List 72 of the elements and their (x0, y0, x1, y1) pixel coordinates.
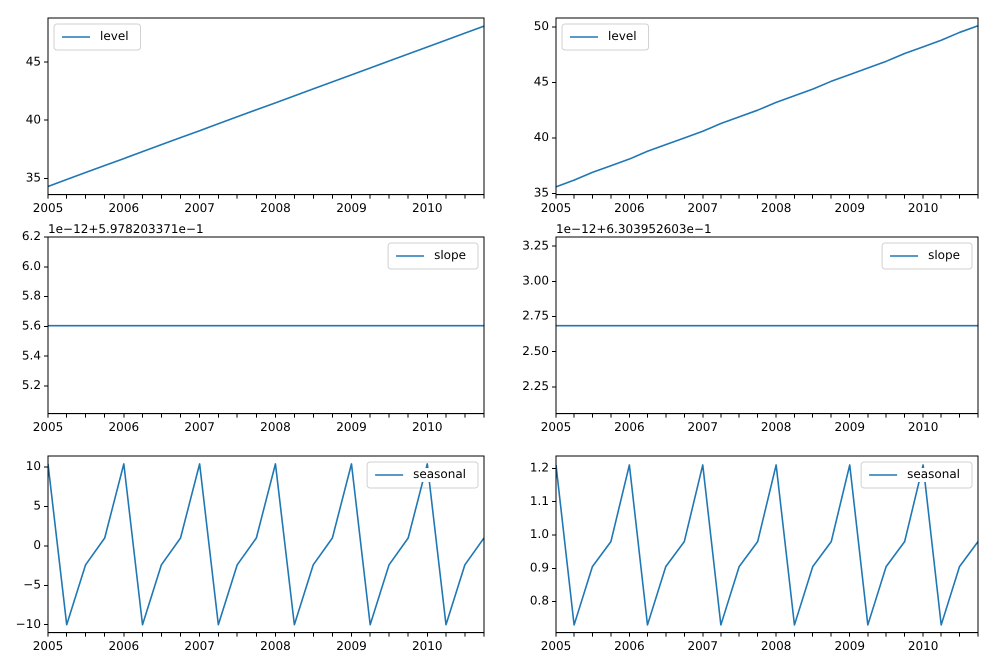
y-tick-label: 6.0 (22, 258, 41, 273)
y-tick-label: 1.2 (530, 460, 549, 474)
x-tick-label: 2006 (614, 638, 645, 653)
y-tick-label: 35 (534, 186, 549, 200)
y-tick-label: 6.2 (22, 229, 41, 244)
x-tick-label: 2006 (108, 638, 140, 653)
y-tick-label: 45 (26, 54, 41, 68)
y-tick-label: 0.8 (530, 594, 549, 608)
legend-label: slope (434, 248, 466, 262)
x-tick-label: 2007 (184, 200, 215, 215)
y-tick-label: 2.25 (522, 378, 549, 393)
y-tick-label: 2.75 (522, 308, 549, 323)
x-tick-label: 2009 (336, 420, 367, 434)
x-tick-label: 2010 (908, 420, 938, 434)
x-tick-label: 2010 (412, 200, 443, 215)
y-tick-label: 5 (33, 498, 41, 513)
x-tick-label: 2010 (908, 200, 938, 215)
x-tick-label: 2010 (908, 638, 938, 653)
y-tick-label: 5.6 (22, 318, 41, 333)
legend-label: seasonal (413, 467, 466, 482)
x-tick-label: 2007 (687, 638, 718, 653)
x-tick-label: 2006 (614, 200, 645, 215)
y-tick-label: 5.2 (22, 378, 41, 392)
y-tick-label: 5.8 (22, 288, 41, 303)
x-tick-label: 2009 (834, 420, 866, 434)
x-tick-label: 2006 (614, 420, 645, 434)
y-tick-label: 50 (534, 19, 549, 34)
x-tick-label: 2009 (834, 638, 866, 653)
y-tick-label: 0 (33, 538, 41, 552)
x-tick-label: 2005 (32, 420, 64, 434)
y-tick-label: 2.50 (522, 344, 549, 358)
x-tick-label: 2007 (184, 420, 215, 434)
x-tick-label: 2005 (540, 420, 572, 434)
legend-label: level (608, 29, 637, 44)
x-tick-label: 2008 (260, 200, 291, 215)
x-tick-label: 2007 (687, 200, 718, 215)
y-tick-label: 40 (534, 130, 549, 144)
legend-label: slope (928, 248, 960, 262)
y-tick-label: −10 (16, 616, 41, 631)
x-tick-label: 2005 (540, 638, 572, 653)
x-tick-label: 2008 (760, 200, 792, 215)
x-tick-label: 2010 (412, 638, 443, 653)
x-tick-label: 2006 (108, 200, 140, 215)
y-tick-label: 5.4 (22, 348, 41, 362)
y-tick-label: −5 (23, 577, 41, 592)
y-tick-label: 10 (26, 459, 41, 474)
x-tick-label: 2008 (760, 420, 792, 434)
x-tick-label: 2005 (32, 638, 64, 653)
x-tick-label: 2010 (412, 420, 443, 434)
legend-label: level (100, 29, 129, 44)
y-tick-label: 3.00 (522, 273, 549, 288)
x-tick-label: 2009 (336, 200, 367, 215)
y-tick-label: 0.9 (530, 560, 549, 574)
x-tick-label: 2005 (540, 200, 572, 215)
x-tick-label: 2009 (336, 638, 367, 653)
legend-label: seasonal (907, 467, 960, 482)
x-tick-label: 2007 (184, 638, 215, 653)
x-tick-label: 2005 (32, 200, 64, 215)
text: 1e−12+6.303952603e−1 (556, 222, 712, 236)
text: 1e−12+5.978203371e−1 (48, 222, 204, 236)
x-tick-label: 2009 (834, 200, 866, 215)
x-tick-label: 2008 (260, 420, 291, 434)
x-tick-label: 2008 (260, 638, 291, 653)
y-tick-label: 45 (534, 74, 549, 89)
y-tick-label: 35 (26, 170, 41, 184)
x-tick-label: 2006 (108, 420, 140, 434)
y-tick-label: 1.1 (530, 494, 549, 508)
y-tick-label: 3.25 (522, 238, 549, 252)
x-tick-label: 2008 (760, 638, 792, 653)
x-tick-label: 2007 (687, 420, 718, 434)
y-tick-label: 1.0 (530, 527, 549, 542)
y-tick-label: 40 (26, 112, 41, 126)
